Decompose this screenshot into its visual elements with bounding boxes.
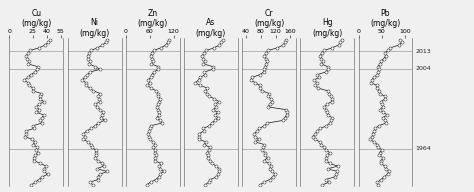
Title: Hg
(mg/kg): Hg (mg/kg) [312, 18, 342, 38]
Title: Cu
(mg/kg): Cu (mg/kg) [21, 9, 52, 28]
Text: 2004: 2004 [416, 66, 431, 71]
Title: Pb
(mg/kg): Pb (mg/kg) [370, 9, 401, 28]
Title: Cr
(mg/kg): Cr (mg/kg) [254, 9, 284, 28]
Text: 2013: 2013 [416, 49, 431, 54]
Title: As
(mg/kg): As (mg/kg) [196, 18, 226, 38]
Title: Ni
(mg/kg): Ni (mg/kg) [80, 18, 109, 38]
Text: 1964: 1964 [416, 146, 431, 151]
Title: Zn
(mg/kg): Zn (mg/kg) [137, 9, 168, 28]
